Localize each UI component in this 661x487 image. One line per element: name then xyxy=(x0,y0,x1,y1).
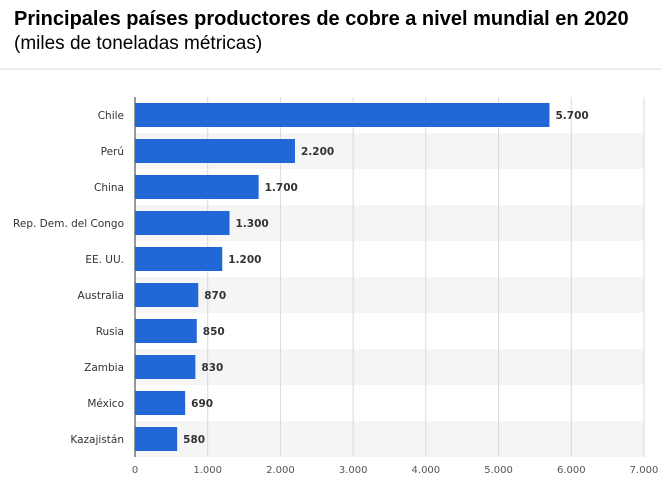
x-tick-label: 4.000 xyxy=(412,465,441,476)
category-label: Australia xyxy=(78,290,124,302)
bar xyxy=(135,319,197,343)
chart-subtitle: (miles de toneladas métricas) xyxy=(14,33,263,54)
bar xyxy=(135,355,196,379)
chart-title: Principales países productores de cobre … xyxy=(14,8,629,30)
x-tick-label: 3.000 xyxy=(339,465,368,476)
x-tick-label: 5.000 xyxy=(484,465,513,476)
bar xyxy=(135,175,259,199)
value-label: 870 xyxy=(204,290,226,302)
x-tick-label: 1.000 xyxy=(193,465,222,476)
header-divider xyxy=(0,68,661,70)
x-tick-label: 6.000 xyxy=(557,465,586,476)
category-label: Rep. Dem. del Congo xyxy=(13,218,124,230)
bar xyxy=(135,283,199,307)
category-label: México xyxy=(87,398,124,410)
x-tick-label: 7.000 xyxy=(630,465,659,476)
category-label: Chile xyxy=(98,110,124,122)
chart-header: Principales países productores de cobre … xyxy=(14,6,654,56)
value-label: 690 xyxy=(191,398,213,410)
value-label: 1.700 xyxy=(265,182,298,194)
category-label: Zambia xyxy=(84,362,124,374)
value-label: 1.200 xyxy=(228,254,261,266)
value-label: 5.700 xyxy=(555,110,588,122)
bar xyxy=(135,211,230,235)
value-label: 850 xyxy=(203,326,225,338)
bar xyxy=(135,247,223,271)
bar xyxy=(135,427,178,451)
row-band xyxy=(135,349,644,385)
bar xyxy=(135,391,186,415)
category-label: China xyxy=(94,182,124,194)
value-label: 830 xyxy=(201,362,223,374)
x-tick-label: 0 xyxy=(132,465,138,476)
category-label: EE. UU. xyxy=(85,254,124,266)
bar xyxy=(135,103,550,127)
row-band xyxy=(135,277,644,313)
value-label: 1.300 xyxy=(236,218,269,230)
row-band xyxy=(135,421,644,457)
category-label: Perú xyxy=(101,146,124,158)
value-label: 2.200 xyxy=(301,146,334,158)
category-label: Kazajistán xyxy=(70,434,124,446)
bar xyxy=(135,139,295,163)
value-label: 580 xyxy=(183,434,205,446)
x-tick-label: 2.000 xyxy=(266,465,295,476)
category-label: Rusia xyxy=(96,326,124,338)
